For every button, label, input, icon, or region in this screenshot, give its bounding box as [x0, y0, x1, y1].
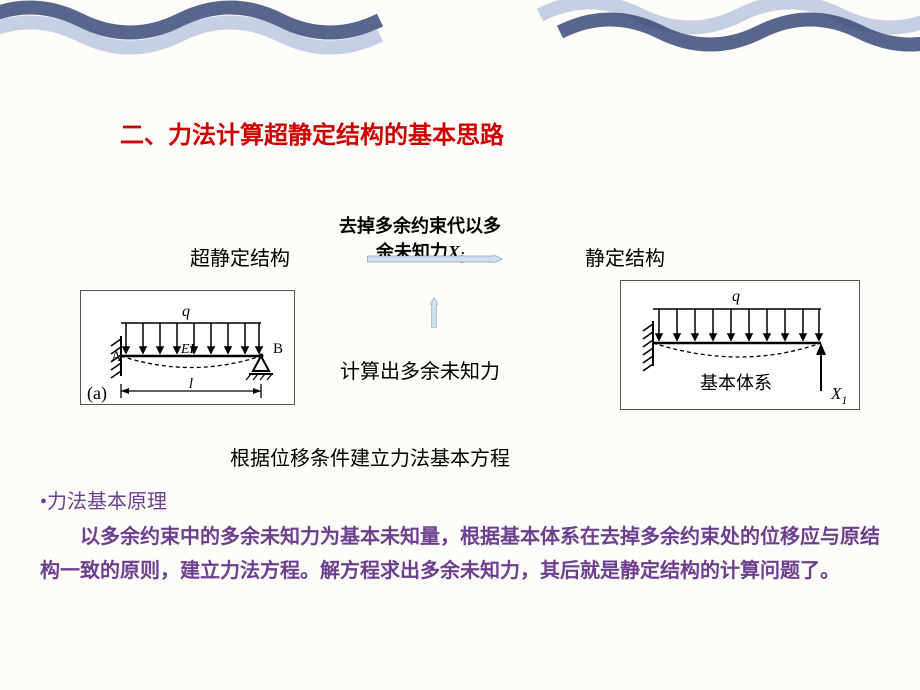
- label-hyperstatic: 超静定结构: [190, 242, 290, 271]
- principle-paragraph: 以多余约束中的多余未知力为基本未知量，根据基本体系在去掉多余约束处的位移应与原结…: [40, 520, 880, 588]
- l-label: l: [189, 376, 193, 392]
- q-label-a: q: [182, 303, 190, 320]
- label-static: 静定结构: [585, 242, 665, 271]
- diagram-a: (a): [80, 290, 295, 405]
- calc-label: 计算出多余未知力: [340, 355, 500, 384]
- diagram-a-tag: (a): [87, 383, 107, 404]
- B-label: B: [273, 341, 283, 357]
- top-decoration: [0, 0, 920, 70]
- vertical-arrow: [430, 275, 438, 350]
- horizontal-arrow: [300, 255, 570, 263]
- subtitle: •力法基本原理: [40, 485, 167, 514]
- diagram-b: q X1 基本体系: [620, 280, 860, 410]
- diagram-a-svg: q A B EI l: [81, 291, 296, 406]
- equation-label: 根据位移条件建立力法基本方程: [230, 442, 510, 471]
- arrow-text-l1: 去掉多余约束代以多: [339, 216, 501, 236]
- diagram-b-svg: q X1 基本体系: [621, 281, 861, 411]
- basic-sys-label: 基本体系: [700, 373, 772, 393]
- EI-label: EI: [180, 342, 196, 357]
- X1-label: X1: [830, 384, 847, 407]
- page-title: 二、力法计算超静定结构的基本思路: [120, 115, 504, 150]
- q-label-b: q: [732, 288, 740, 305]
- A-label: A: [111, 349, 122, 365]
